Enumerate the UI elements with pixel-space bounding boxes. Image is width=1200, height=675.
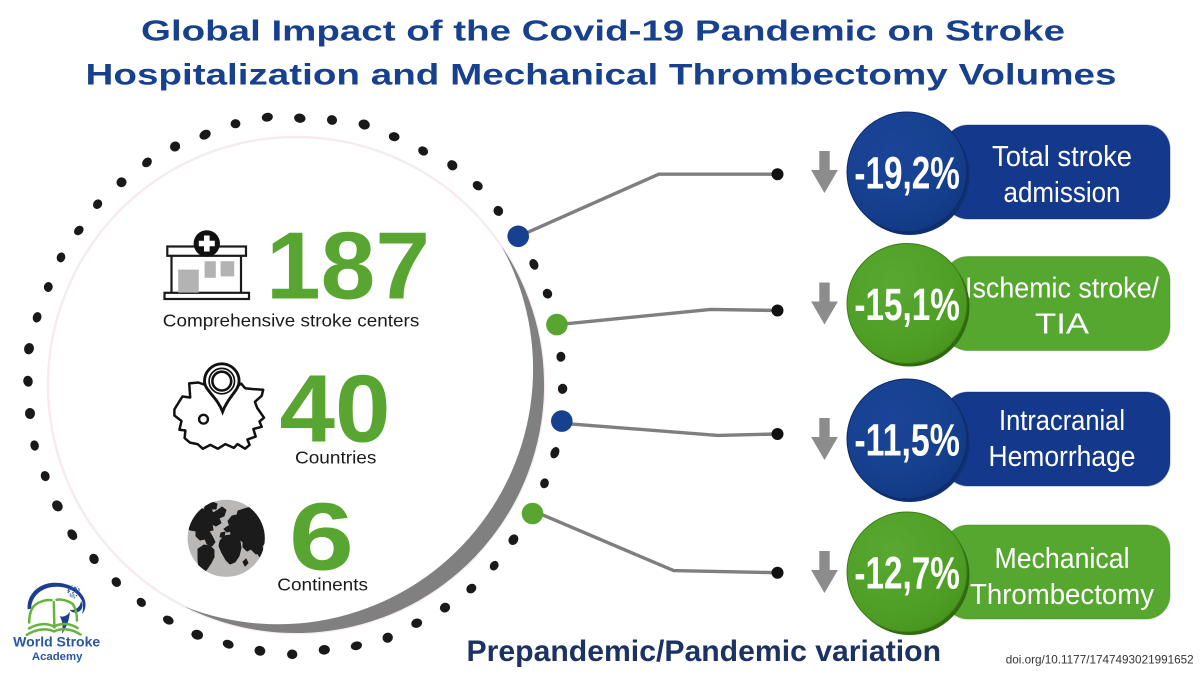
svg-text:-15,1%: -15,1% (854, 279, 960, 330)
svg-text:Comprehensive stroke centers: Comprehensive stroke centers (163, 311, 420, 331)
svg-text:40: 40 (280, 355, 391, 462)
svg-text:Thrombectomy: Thrombectomy (970, 579, 1154, 611)
svg-text:Countries: Countries (295, 447, 377, 467)
svg-text:doi.org/10.1177/17474930219916: doi.org/10.1177/1747493021991652 (1006, 653, 1194, 667)
svg-text:World Stroke: World Stroke (13, 634, 100, 650)
svg-text:Academy: Academy (32, 651, 83, 663)
svg-text:Total stroke: Total stroke (992, 141, 1132, 173)
svg-text:-11,5%: -11,5% (854, 415, 960, 466)
svg-text:-19,2%: -19,2% (854, 148, 960, 199)
svg-text:Global Impact of the Covid-19: Global Impact of the Covid-19 Pandemic o… (141, 16, 1065, 48)
svg-text:-12,7%: -12,7% (854, 548, 960, 599)
svg-text:Continents: Continents (277, 574, 368, 594)
svg-text:Prepandemic/Pandemic variation: Prepandemic/Pandemic variation (467, 635, 942, 668)
svg-text:Hemorrhage: Hemorrhage (989, 441, 1136, 473)
svg-text:6: 6 (289, 484, 354, 591)
svg-text:admission: admission (1004, 177, 1121, 209)
svg-text:Ischemic stroke/: Ischemic stroke/ (965, 273, 1160, 305)
svg-text:Hospitalization and Mechanical: Hospitalization and Mechanical Thrombect… (86, 58, 1117, 91)
svg-text:Mechanical: Mechanical (995, 543, 1130, 575)
svg-text:187: 187 (266, 213, 430, 320)
svg-text:Intracranial: Intracranial (999, 405, 1125, 437)
svg-text:TIA: TIA (1035, 309, 1090, 341)
